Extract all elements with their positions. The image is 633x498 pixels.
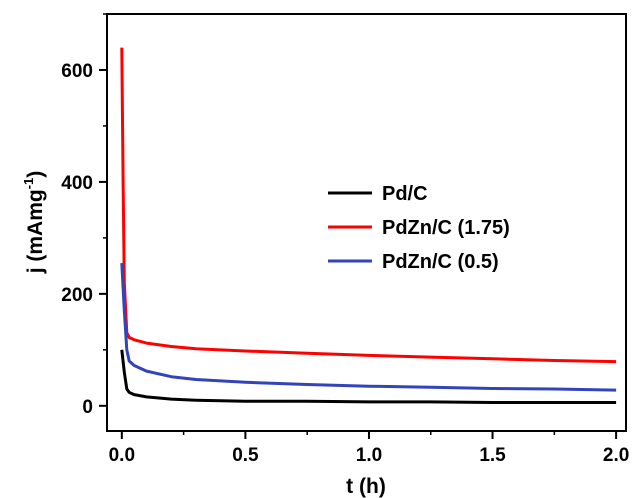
- y-axis-title-main: j (mAmg: [24, 189, 47, 274]
- legend: Pd/C PdZn/C (1.75) PdZn/C (0.5): [328, 183, 510, 273]
- y-axis-title-exponent: -1: [21, 178, 36, 190]
- x-tick-label: 0.0: [109, 445, 135, 466]
- x-tick-label: 0.5: [232, 445, 259, 466]
- x-tick-label: 2.0: [603, 445, 629, 466]
- y-tick-label: 0: [82, 397, 93, 418]
- legend-label-pd-c: Pd/C: [382, 183, 428, 205]
- series-line-pdzn-c-1-75: [120, 47, 617, 364]
- x-tick-label: 1.5: [479, 445, 506, 466]
- legend-label-pdzn-c-0-5: PdZn/C (0.5): [382, 251, 499, 273]
- x-tick-label: 1.0: [356, 445, 382, 466]
- series-line-pdzn-c-0-5: [120, 263, 617, 392]
- x-axis-title: t (h): [346, 475, 386, 498]
- plot-frame: [106, 13, 627, 432]
- ticks: 0.0 0.5 1.0 1.5 2.0 0 200 400 600: [61, 13, 629, 466]
- y-axis-title-close: ): [24, 171, 47, 178]
- y-axis-title: j (mAmg-1): [21, 171, 47, 275]
- legend-label-pdzn-c-1-75: PdZn/C (1.75): [382, 217, 510, 239]
- y-tick-label: 200: [61, 285, 93, 306]
- series-line-pd-c: [120, 349, 617, 404]
- y-tick-label: 400: [61, 173, 93, 194]
- y-tick-label: 600: [61, 61, 93, 82]
- series-lines: [120, 47, 617, 404]
